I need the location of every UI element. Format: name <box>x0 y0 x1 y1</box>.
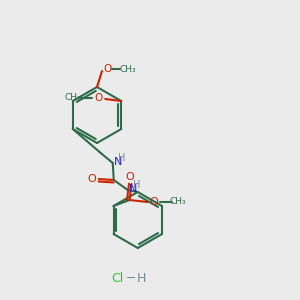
Text: O: O <box>104 64 112 74</box>
Text: CH₃: CH₃ <box>65 94 82 103</box>
Text: CH₃: CH₃ <box>169 197 186 206</box>
Text: O: O <box>94 93 102 103</box>
Text: CH₃: CH₃ <box>120 64 136 74</box>
Text: N: N <box>129 184 137 194</box>
Text: H: H <box>118 153 125 163</box>
Text: H: H <box>136 272 146 284</box>
Text: O: O <box>149 197 158 207</box>
Text: O: O <box>125 172 134 182</box>
Text: N: N <box>114 157 122 167</box>
Text: H: H <box>133 180 140 190</box>
Text: O: O <box>87 174 96 184</box>
Text: −: − <box>126 272 136 284</box>
Text: Cl: Cl <box>111 272 123 284</box>
